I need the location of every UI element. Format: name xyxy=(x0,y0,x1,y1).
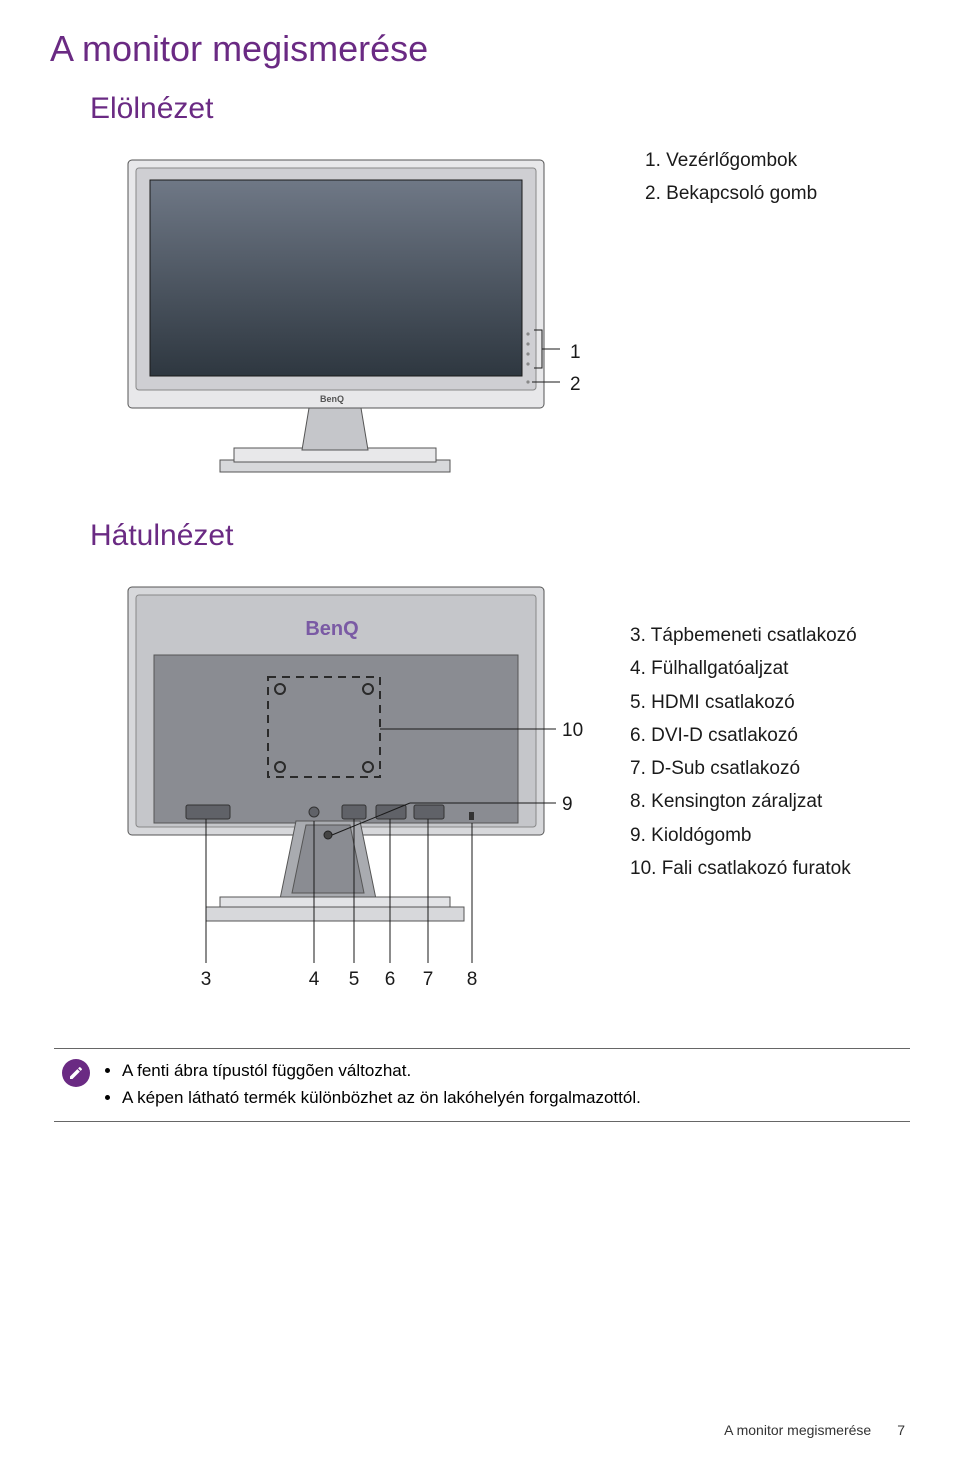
callout-5: 5 xyxy=(349,969,360,990)
front-num-2: 2. xyxy=(645,183,661,204)
callout-9: 9 xyxy=(562,794,573,815)
page-footer: A monitor megismerése 7 xyxy=(724,1422,905,1438)
front-item-2: 2. Bekapcsoló gomb xyxy=(645,177,910,210)
callout-4: 4 xyxy=(309,969,320,990)
back-view-diagram: BenQ xyxy=(110,571,600,1006)
back-item-7: 7. D-Sub csatlakozó xyxy=(630,752,910,785)
back-item-6: 6. DVI-D csatlakozó xyxy=(630,719,910,752)
back-item-3: 3. Tápbemeneti csatlakozó xyxy=(630,619,910,652)
front-view-diagram: BenQ 1 2 xyxy=(110,144,590,489)
back-item-10: 10. Fali csatlakozó furatok xyxy=(630,852,910,885)
svg-text:BenQ: BenQ xyxy=(305,618,358,640)
callout-10: 10 xyxy=(562,720,583,741)
note-line-2: A képen látható termék különbözhet az ön… xyxy=(122,1084,900,1111)
callout-2: 2 xyxy=(570,374,581,395)
note-line-1: A fenti ábra típustól függõen változhat. xyxy=(122,1057,900,1084)
callout-3: 3 xyxy=(201,969,212,990)
footer-section: A monitor megismerése xyxy=(724,1422,871,1438)
svg-text:BenQ: BenQ xyxy=(320,394,344,404)
front-num-1: 1. xyxy=(645,150,661,171)
front-item-1: 1. Vezérlőgombok xyxy=(645,144,910,177)
front-heading: Elölnézet xyxy=(90,92,910,126)
front-label-1: Vezérlőgombok xyxy=(666,150,797,171)
pencil-icon xyxy=(62,1059,90,1087)
back-item-4: 4. Fülhallgatóaljzat xyxy=(630,652,910,685)
back-heading: Hátulnézet xyxy=(90,519,910,553)
callout-7: 7 xyxy=(423,969,434,990)
page-title: A monitor megismerése xyxy=(50,28,910,70)
front-label-2: Bekapcsoló gomb xyxy=(666,183,817,204)
callout-1: 1 xyxy=(570,342,581,363)
back-item-9: 9. Kioldógomb xyxy=(630,819,910,852)
note-box: A fenti ábra típustól függõen változhat.… xyxy=(54,1048,910,1122)
callout-8: 8 xyxy=(467,969,478,990)
footer-page-number: 7 xyxy=(897,1422,905,1438)
back-item-5: 5. HDMI csatlakozó xyxy=(630,686,910,719)
back-item-8: 8. Kensington záraljzat xyxy=(630,785,910,818)
callout-6: 6 xyxy=(385,969,396,990)
